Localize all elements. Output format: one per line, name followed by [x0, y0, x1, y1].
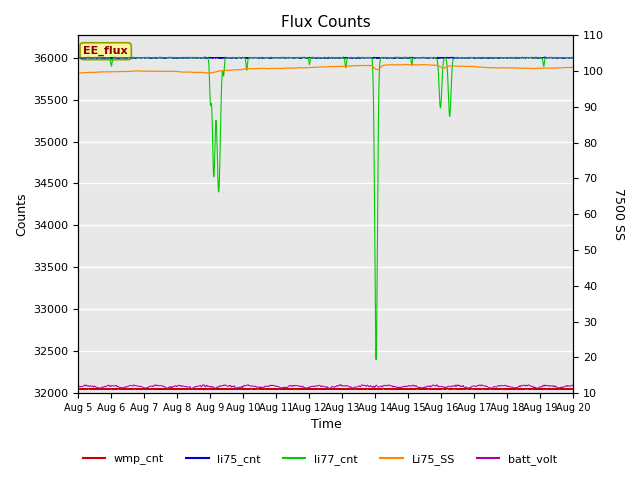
Y-axis label: 7500 SS: 7500 SS — [612, 188, 625, 240]
Legend: wmp_cnt, li75_cnt, li77_cnt, Li75_SS, batt_volt: wmp_cnt, li75_cnt, li77_cnt, Li75_SS, ba… — [78, 450, 562, 469]
X-axis label: Time: Time — [310, 419, 341, 432]
Text: EE_flux: EE_flux — [83, 46, 128, 56]
Y-axis label: Counts: Counts — [15, 192, 28, 236]
Title: Flux Counts: Flux Counts — [281, 15, 371, 30]
